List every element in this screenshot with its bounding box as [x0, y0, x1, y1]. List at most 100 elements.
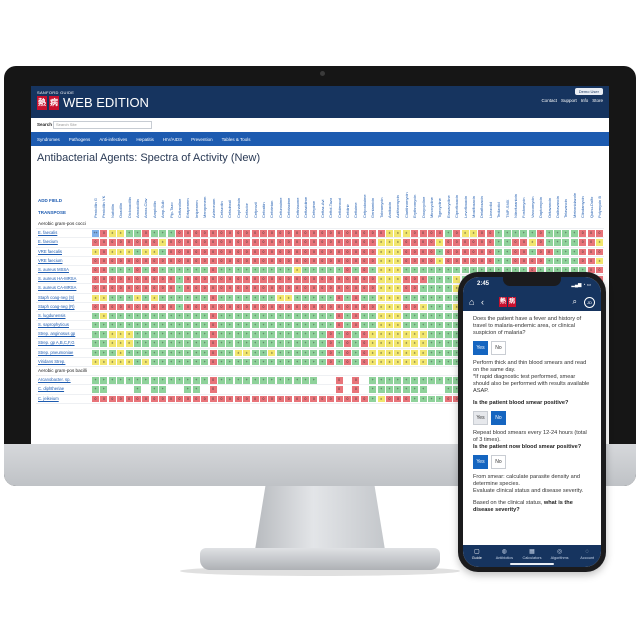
- column-header[interactable]: Clindamycin: [580, 196, 586, 218]
- pathogen-link[interactable]: Staph coag-neg (S): [38, 294, 75, 300]
- pathogen-link[interactable]: Strep. anginosus gp: [38, 331, 76, 337]
- column-header[interactable]: Polymyxin B: [597, 195, 602, 218]
- no-button-3[interactable]: No: [491, 455, 506, 469]
- column-header[interactable]: Oxacillin: [118, 202, 124, 218]
- column-header[interactable]: Ertapenem: [185, 198, 191, 218]
- column-header[interactable]: Telavancin: [563, 199, 569, 218]
- demo-user-button[interactable]: Demo User: [574, 88, 603, 95]
- column-header[interactable]: Ciprofloxacin: [454, 194, 460, 218]
- column-header[interactable]: Tobramycin: [378, 197, 384, 218]
- column-header[interactable]: Dalbavancin: [555, 195, 560, 218]
- column-header[interactable]: Nafcillin: [109, 203, 115, 218]
- column-header[interactable]: Quinu-Dalfo: [588, 196, 594, 218]
- column-header[interactable]: Ceftriaxone: [294, 197, 300, 218]
- column-header[interactable]: Clarithromycin: [403, 192, 409, 218]
- column-header[interactable]: Cefaclor: [244, 203, 250, 218]
- column-header[interactable]: Aztreonam: [210, 198, 216, 218]
- column-header[interactable]: Penicillin G: [93, 197, 98, 218]
- pathogen-link[interactable]: S. aureus CA-MRSA: [38, 285, 77, 291]
- column-header[interactable]: Ceftol-Tazo: [328, 197, 334, 218]
- nav-hiv-aids[interactable]: HIV/AIDS: [162, 136, 183, 142]
- yes-button-2[interactable]: Yes: [473, 411, 488, 425]
- pathogen-link[interactable]: E. faecium: [38, 239, 58, 245]
- nav-syndromes[interactable]: Syndromes: [37, 136, 60, 142]
- column-header[interactable]: Daptomycin: [538, 196, 544, 218]
- pathogen-link[interactable]: S. aureus HA-MRSA: [38, 276, 77, 282]
- column-header[interactable]: Azithromycin: [395, 195, 401, 218]
- column-header[interactable]: Linezolid: [487, 202, 493, 218]
- column-header[interactable]: Cefixime: [353, 202, 359, 218]
- column-header[interactable]: Ceftaroline: [177, 198, 182, 218]
- column-header[interactable]: Ceftaz-Avi: [319, 199, 325, 218]
- link-support[interactable]: Support: [560, 98, 577, 103]
- sanford-logo[interactable]: 熱 病: [37, 96, 59, 110]
- nav-tables-tools[interactable]: Tables & Tools: [221, 136, 251, 142]
- link-store[interactable]: Store: [592, 98, 603, 103]
- column-header[interactable]: Cefotaxime: [286, 197, 292, 218]
- column-header[interactable]: Minocycline: [429, 197, 434, 218]
- pathogen-link[interactable]: S. saprophyticus: [38, 322, 69, 328]
- pathogen-link[interactable]: C. jeikeium: [38, 395, 59, 401]
- nav-anti-infectives[interactable]: Anti-infectives: [99, 136, 128, 142]
- column-header[interactable]: Pip-Tazo: [168, 202, 174, 218]
- column-header[interactable]: Moxifloxacin: [471, 195, 476, 218]
- column-header[interactable]: Gentamicin: [370, 197, 376, 218]
- avatar[interactable]: JD: [584, 297, 595, 308]
- pathogen-link[interactable]: Arcanobacter. sp.: [38, 377, 71, 383]
- pathogen-link[interactable]: Strep. gp A,B,C,F,G: [38, 340, 75, 346]
- column-header[interactable]: Cephalexin: [235, 197, 241, 218]
- tab-guide[interactable]: ▢ Guide: [463, 545, 491, 567]
- column-header[interactable]: Tedizolid: [496, 202, 502, 218]
- nav-pathogens[interactable]: Pathogens: [68, 136, 91, 142]
- column-header[interactable]: Erythromycin: [412, 194, 418, 218]
- pathogen-link[interactable]: C. diphtheriae: [38, 386, 65, 392]
- column-header[interactable]: Delafloxacin: [479, 196, 485, 218]
- column-header[interactable]: TMP-SMX: [504, 199, 510, 218]
- column-header[interactable]: Cefoxitin: [261, 202, 266, 218]
- pathogen-link[interactable]: S. aureus MSSA: [38, 266, 69, 272]
- yes-button-1[interactable]: Yes: [473, 341, 488, 355]
- pathogen-link[interactable]: Viridans Strep.: [38, 358, 66, 364]
- column-header[interactable]: Cefuroxime: [277, 197, 283, 218]
- column-header[interactable]: Fosfomycin: [521, 197, 527, 218]
- column-header[interactable]: Cefadroxil: [227, 199, 233, 218]
- column-header[interactable]: Metronidazole: [571, 192, 577, 218]
- yes-button-3[interactable]: Yes: [473, 455, 488, 469]
- home-icon[interactable]: ⌂: [469, 297, 475, 307]
- column-header[interactable]: Cefdinir: [345, 204, 350, 218]
- transpose-button[interactable]: TRANSPOSE: [38, 210, 67, 215]
- nav-hepatitis[interactable]: Hepatitis: [136, 136, 154, 142]
- tab-antibiotics[interactable]: ◍ Antibiotics: [491, 545, 519, 567]
- column-header[interactable]: Ampicillin: [151, 201, 157, 218]
- pathogen-link[interactable]: Strep. pneumoniae: [38, 349, 74, 355]
- pathogen-link[interactable]: S. lugdunensis: [38, 312, 66, 318]
- pathogen-link[interactable]: Staph coag-neg (R): [38, 303, 75, 309]
- add-field-button[interactable]: ADD FIELD: [38, 198, 62, 203]
- column-header[interactable]: Amox-Clav: [143, 198, 149, 218]
- column-header[interactable]: Penicillin VK: [101, 195, 107, 218]
- column-header[interactable]: Levofloxacin: [462, 195, 468, 218]
- search-icon[interactable]: ⌕: [572, 297, 577, 306]
- no-button-2[interactable]: No: [491, 411, 506, 425]
- link-info[interactable]: Info: [580, 98, 589, 103]
- tab-account[interactable]: ◌ Account: [573, 545, 601, 567]
- nav-prevention[interactable]: Prevention: [191, 136, 213, 142]
- column-header[interactable]: Cefotetan: [269, 200, 275, 218]
- column-header[interactable]: Cefazolin: [219, 201, 224, 218]
- column-header[interactable]: Ceftazidime: [303, 196, 308, 218]
- tab-algorithms[interactable]: ◎ Algorithms: [546, 545, 574, 567]
- pathogen-link[interactable]: VRE faecalis: [38, 248, 62, 254]
- pathogen-link[interactable]: E. faecalis: [38, 230, 58, 236]
- column-header[interactable]: Amoxicillin: [135, 199, 140, 218]
- no-button-1[interactable]: No: [491, 341, 506, 355]
- search-input[interactable]: Search Site: [53, 121, 152, 129]
- tab-calculators[interactable]: ▦ Calculators: [518, 545, 546, 567]
- column-header[interactable]: Imipenem: [193, 200, 199, 218]
- column-header[interactable]: Nitrofurantoin: [513, 193, 518, 218]
- column-header[interactable]: Amikacin: [387, 201, 392, 218]
- column-header[interactable]: Doxycycline: [420, 196, 426, 218]
- column-header[interactable]: Cefpodoxime: [361, 194, 367, 218]
- back-icon[interactable]: ‹: [481, 297, 484, 307]
- column-header[interactable]: Cefiderocol: [336, 197, 342, 218]
- column-header[interactable]: Eravacycline: [445, 195, 451, 218]
